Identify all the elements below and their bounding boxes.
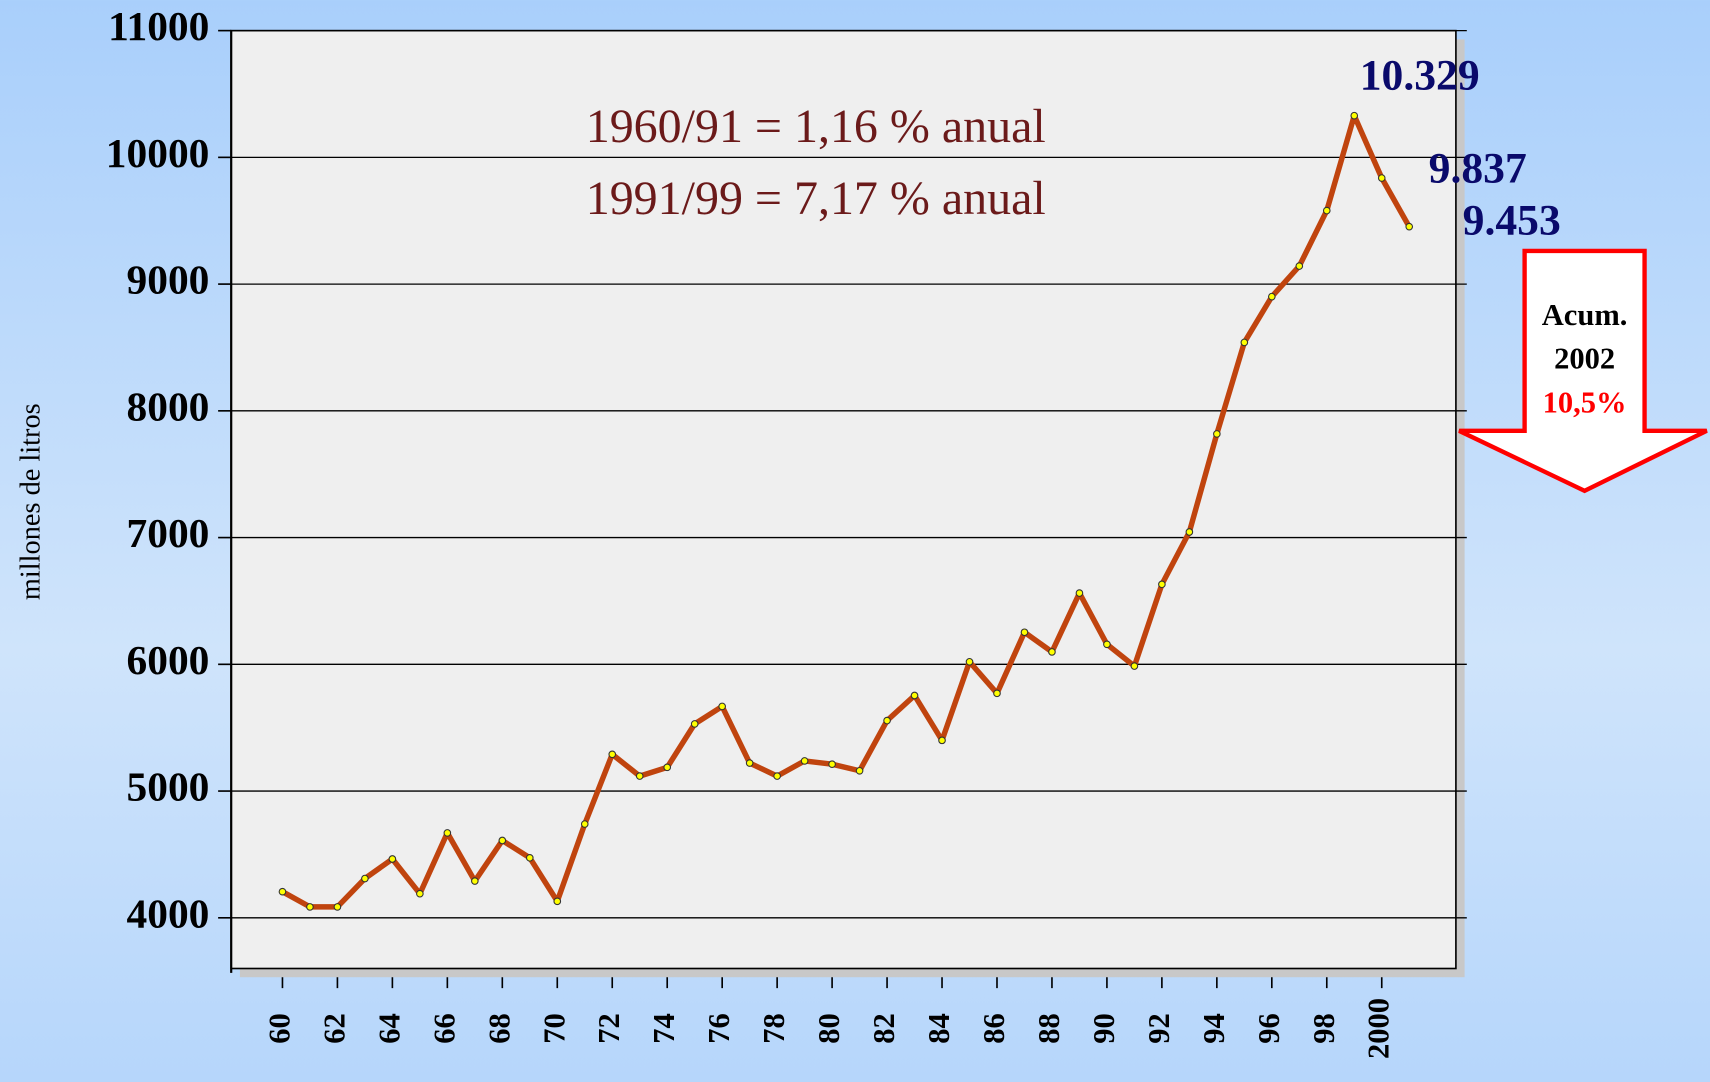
value-label: 10.329 (1360, 51, 1480, 99)
callout-text: Acum. (1542, 298, 1628, 332)
point (1295, 262, 1304, 270)
point (1158, 580, 1166, 589)
x-tick-label: 70 (537, 1013, 571, 1044)
point (690, 720, 699, 728)
x-tick-label: 90 (1087, 1013, 1121, 1044)
point (1020, 628, 1029, 637)
value-label: 9.453 (1463, 196, 1561, 244)
x-tick-label: 62 (317, 1013, 351, 1044)
point (938, 736, 946, 745)
point (278, 887, 287, 896)
point (855, 766, 864, 775)
callout-text: 10,5% (1543, 385, 1627, 419)
point (910, 691, 919, 700)
point (1103, 640, 1111, 649)
point (580, 820, 589, 828)
point (388, 855, 397, 863)
point (883, 716, 891, 725)
point (1075, 589, 1084, 597)
x-tick-label: 64 (372, 1013, 406, 1044)
y-axis-label: millones de litros (15, 403, 46, 600)
point (1240, 338, 1249, 347)
y-tick-label: 8000 (127, 383, 210, 429)
point (993, 689, 1001, 698)
point (828, 760, 836, 769)
point (361, 874, 369, 883)
x-tick-label: 80 (812, 1013, 846, 1044)
x-tick-label: 74 (647, 1013, 681, 1044)
y-tick-label: 5000 (127, 764, 210, 810)
point (498, 836, 507, 845)
point (608, 750, 617, 759)
point (745, 759, 754, 767)
x-tick-label: 84 (922, 1013, 956, 1044)
point (471, 877, 479, 885)
point (443, 829, 452, 837)
point (635, 772, 644, 780)
y-tick-label: 4000 (127, 890, 210, 936)
x-tick-label: 76 (702, 1013, 736, 1044)
x-tick-label: 60 (262, 1013, 296, 1044)
point (416, 889, 424, 898)
x-tick-label: 78 (757, 1013, 791, 1044)
point (718, 702, 726, 711)
y-tick-label: 6000 (127, 637, 210, 683)
value-label: 9.837 (1429, 144, 1527, 192)
y-tick-label: 7000 (127, 510, 210, 556)
x-tick-label: 86 (977, 1013, 1011, 1044)
x-tick-label: 68 (482, 1013, 516, 1044)
point (525, 854, 534, 862)
point (1048, 648, 1056, 656)
x-tick-label: 98 (1307, 1013, 1341, 1044)
point (333, 903, 342, 911)
x-tick-label: 88 (1032, 1013, 1066, 1044)
annotation: 1991/99 = 7,17 % anual (586, 172, 1046, 225)
point (553, 897, 562, 906)
x-tick-label: 72 (592, 1013, 626, 1044)
x-tick-label: 66 (427, 1013, 461, 1044)
annotation: 1960/91 = 1,16 % anual (586, 100, 1046, 153)
callout-text: 2002 (1554, 342, 1615, 376)
point (1322, 206, 1331, 215)
plot-area (230, 29, 1457, 970)
point (1267, 292, 1276, 301)
x-tick-label: 92 (1142, 1013, 1176, 1044)
x-tick-label: 2000 (1362, 998, 1396, 1059)
point (1377, 174, 1386, 182)
point (663, 763, 672, 772)
point (1213, 430, 1221, 438)
callout-arrow (1458, 248, 1708, 494)
x-tick-label: 82 (867, 1013, 901, 1044)
x-tick-label: 96 (1252, 1013, 1286, 1044)
y-tick-label: 10000 (106, 130, 210, 176)
y-tick-label: 11000 (108, 3, 209, 49)
point (1350, 111, 1359, 120)
point (1405, 222, 1414, 231)
point (965, 657, 974, 666)
y-tick-label: 9000 (127, 257, 210, 303)
x-tick-label: 94 (1197, 1013, 1231, 1044)
point (800, 757, 809, 765)
line (281, 112, 1412, 910)
point (306, 903, 314, 911)
point (1130, 662, 1139, 670)
point (1185, 528, 1194, 536)
point (773, 772, 781, 780)
